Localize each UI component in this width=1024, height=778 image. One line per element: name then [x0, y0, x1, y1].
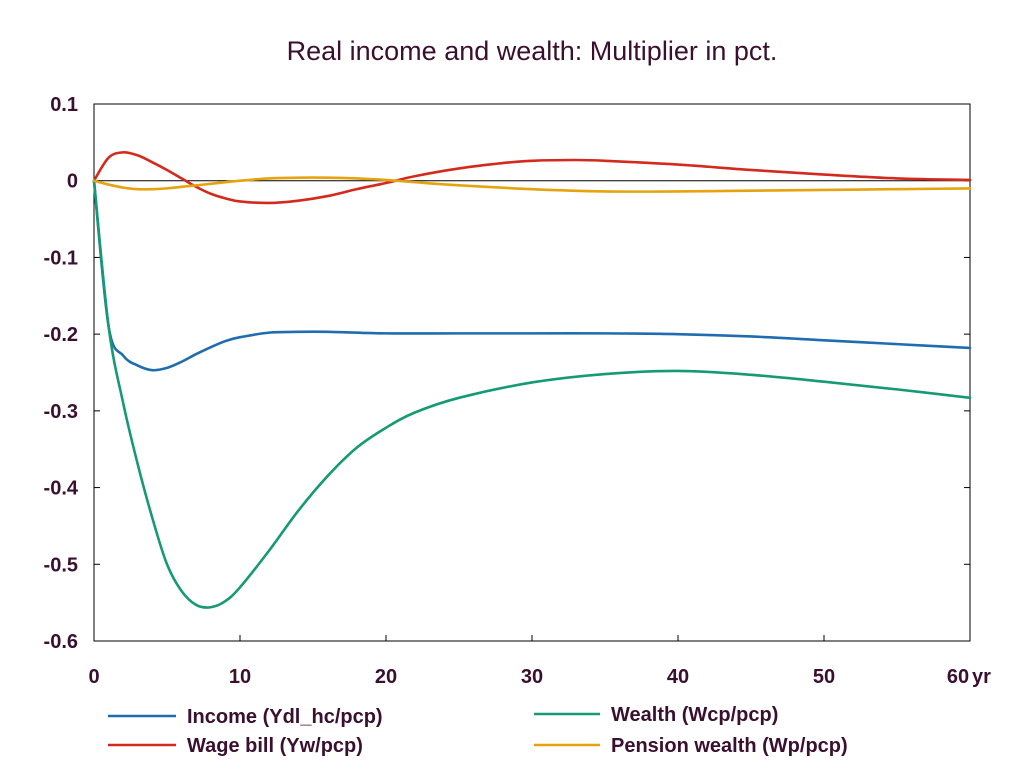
legend-item-wage-bill-yw-pcp: Wage bill (Yw/pcp) [108, 735, 363, 757]
x-tick-label: 10 [229, 666, 251, 688]
x-tick-label: 20 [375, 666, 397, 688]
y-tick-label: -0.1 [44, 247, 78, 269]
legend-item-income-ydl-hc-pcp: Income (Ydl_hc/pcp) [108, 706, 383, 728]
x-tick-label: 40 [667, 666, 689, 688]
x-tick-label: 0 [88, 666, 99, 688]
x-tick-label: 30 [521, 666, 543, 688]
series-lines [92, 150, 972, 609]
legend-label: Wealth (Wcp/pcp) [611, 704, 778, 726]
legend-item-wealth-wcp-pcp: Wealth (Wcp/pcp) [534, 704, 778, 726]
y-tick-label: -0.3 [44, 401, 78, 423]
y-tick-label: -0.6 [44, 631, 78, 653]
legend-label: Wage bill (Yw/pcp) [187, 735, 363, 757]
plot-frame [93, 103, 971, 642]
series-line-pension-wealth-wp-pcp [92, 176, 972, 193]
y-tick-label: 0.1 [50, 94, 78, 116]
y-tick-label: -0.4 [44, 478, 79, 500]
x-unit-label: yr [972, 666, 991, 688]
legend-label: Pension wealth (Wp/pcp) [611, 735, 848, 757]
series-line-wage-bill-yw-pcp [92, 150, 972, 205]
series-line-income-ydl-hc-pcp [92, 179, 972, 372]
y-tick-label: 0 [67, 171, 78, 193]
y-tick-label: -0.2 [44, 324, 78, 346]
chart-title: Real income and wealth: Multiplier in pc… [287, 36, 778, 66]
y-tick-label: -0.5 [44, 554, 78, 576]
legend: Income (Ydl_hc/pcp) Wage bill (Yw/pcp) Wea… [108, 704, 848, 757]
legend-item-pension-wealth-wp-pcp: Pension wealth (Wp/pcp) [534, 735, 848, 757]
axes: 0.1 0 -0.1 -0.2 -0.3 -0.4 -0.5 -0.6 0 10 20 30 40 50 6… [44, 94, 992, 688]
legend-label: Income (Ydl_hc/pcp) [187, 706, 383, 728]
series-line-wealth-wcp-pcp [92, 179, 972, 609]
x-tick-label: 50 [813, 666, 835, 688]
x-tick-label: 60 [947, 666, 969, 688]
